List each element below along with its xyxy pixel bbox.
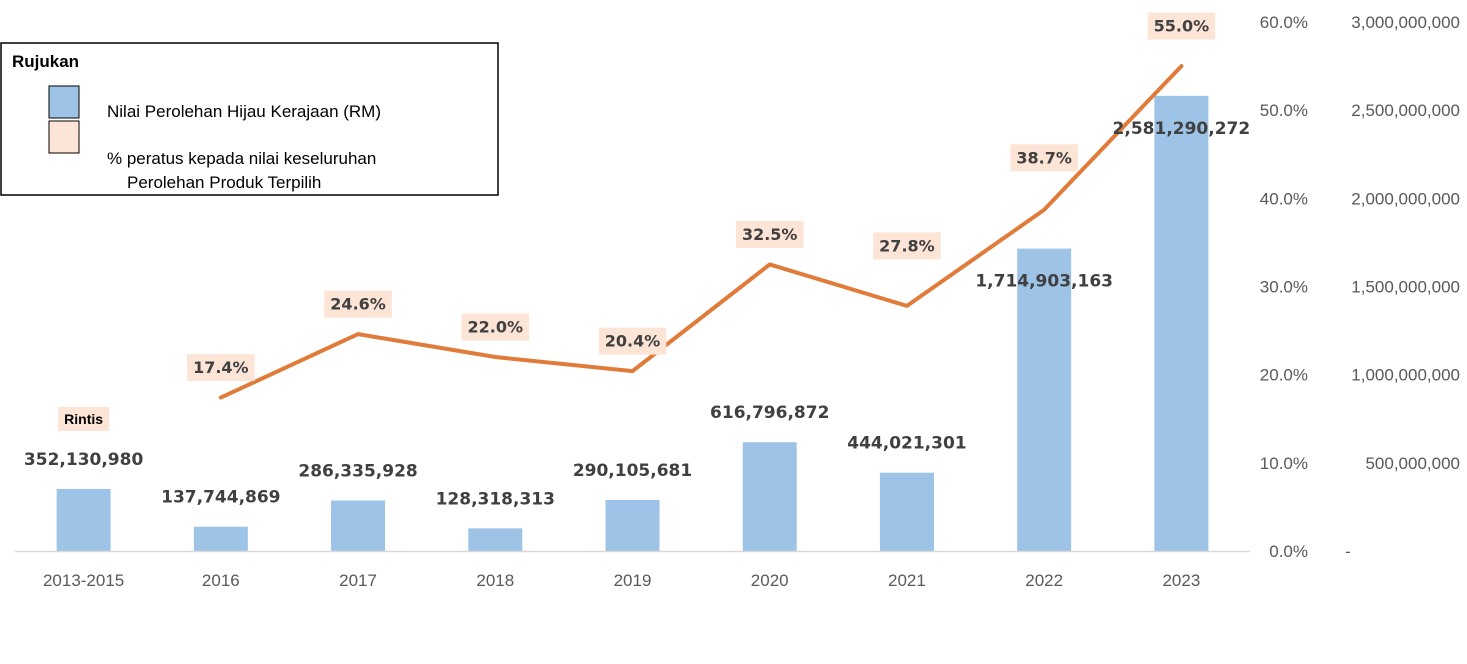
line-label-2020-text: 32.5% [742,225,798,244]
value-tick-2: 1,000,000,000 [1351,366,1460,385]
x-tick-2019: 2019 [614,571,652,590]
bar-2023 [1154,95,1209,551]
bar-label-2017: 286,335,928 [298,462,417,482]
pct-tick-2: 20.0% [1260,366,1308,385]
bar-2016 [193,526,248,551]
rintis-label-text: Rintis [64,411,103,427]
legend-item-line-label-2: Perolehan Produk Terpilih [127,173,321,192]
pct-tick-0: 0.0% [1269,542,1308,561]
value-tick-0: - [1345,542,1351,561]
pct-tick-6: 60.0% [1260,13,1308,32]
line-label-2016-bg [187,354,255,382]
line-label-2018: 22.0% [461,313,530,341]
bar-2020 [742,442,797,551]
bar-2013-2015 [56,488,111,551]
x-tick-2021: 2021 [888,571,926,590]
value-tick-6: 3,000,000,000 [1351,13,1460,32]
line-label-2019-bg [598,327,667,355]
line-label-2016: 17.4% [187,354,255,382]
line-label-2021: 27.8% [873,232,941,260]
bar-label-2016: 137,744,869 [161,488,280,508]
bar-label-2019: 290,105,681 [573,461,692,481]
x-tick-2017: 2017 [339,571,377,590]
pct-tick-3: 30.0% [1260,278,1308,297]
bar-label-2013-2015: 352,130,980 [24,450,144,470]
pct-tick-1: 10.0% [1260,454,1308,473]
line-label-2021-bg [873,232,941,260]
value-tick-5: 2,500,000,000 [1351,101,1460,120]
x-tick-2013-2015: 2013-2015 [43,571,124,590]
bar-label-2022: 1,714,903,163 [975,272,1113,292]
bar-2017 [331,500,386,551]
legend-item-line-label-1: % peratus kepada nilai keseluruhan [107,149,376,168]
bar-2021 [879,472,934,551]
y-axis-percent-ticks: 0.0% 10.0% 20.0% 30.0% 40.0% 50.0% 60.0% [1260,13,1308,561]
line-label-2022-text: 38.7% [1016,148,1072,167]
bar-label-2023: 2,581,290,272 [1113,119,1251,139]
line-label-2023: 55.0% [1147,12,1216,40]
x-tick-2022: 2022 [1025,571,1063,590]
line-label-2017-bg [324,290,392,318]
x-tick-2016: 2016 [202,571,240,590]
line-data-labels: 17.4% 24.6% 22.0% 20.4% 32.5% 27.8% 38.7% 55.0% [187,12,1216,382]
rintis-annotation: Rintis [58,407,110,431]
line-label-2017-text: 24.6% [330,295,386,314]
bar-data-labels: 352,130,980 137,744,869 286,335,928 128,318… [24,119,1250,510]
bar-label-2021: 444,021,301 [847,434,966,454]
legend-swatch-bar [48,85,80,119]
line-label-2016-text: 17.4% [193,358,249,377]
bar-2022 [1017,248,1072,551]
rintis-label: Rintis [58,407,110,431]
pct-tick-5: 50.0% [1260,101,1308,120]
legend-box [0,42,499,196]
line-label-2018-bg [461,313,530,341]
x-tick-2018: 2018 [476,571,514,590]
pct-tick-4: 40.0% [1260,189,1308,208]
legend-swatch-line [48,120,80,154]
x-axis-ticks: 2013-2015 2016 2017 2018 2019 2020 2021 2022 202… [43,571,1200,590]
bar-series [56,95,1209,551]
value-tick-1: 500,000,000 [1365,454,1460,473]
line-label-2023-bg [1147,12,1216,40]
bar-label-2020: 616,796,872 [710,403,829,423]
legend-item-bar-label: Nilai Perolehan Hijau Kerajaan (RM) [107,102,381,121]
percent-line [218,64,1184,400]
line-label-2022-bg [1010,144,1078,172]
x-tick-2020: 2020 [751,571,789,590]
value-tick-3: 1,500,000,000 [1351,278,1460,297]
line-label-2020: 32.5% [735,220,804,248]
line-label-2020-bg [735,220,804,248]
line-label-2018-text: 22.0% [468,318,524,337]
line-label-2021-text: 27.8% [879,236,935,255]
value-tick-4: 2,000,000,000 [1351,189,1460,208]
bar-2018 [468,528,523,551]
x-tick-2023: 2023 [1162,571,1200,590]
line-label-2017: 24.6% [324,290,392,318]
line-label-2019-text: 20.4% [605,332,661,351]
legend-title: Rujukan [12,52,79,71]
line-label-2022: 38.7% [1010,144,1078,172]
bar-2019 [605,499,660,551]
rintis-label-bg [58,407,110,431]
line-label-2023-text: 55.0% [1154,17,1210,36]
line-label-2019: 20.4% [598,327,667,355]
line-series [218,64,1184,400]
legend: Rujukan Nilai Perolehan Hijau Kerajaan (R… [0,42,499,196]
bar-label-2018: 128,318,313 [436,489,555,509]
y-axis-value-ticks: - 500,000,000 1,000,000,000 1,500,000,000 2,… [1345,13,1460,561]
